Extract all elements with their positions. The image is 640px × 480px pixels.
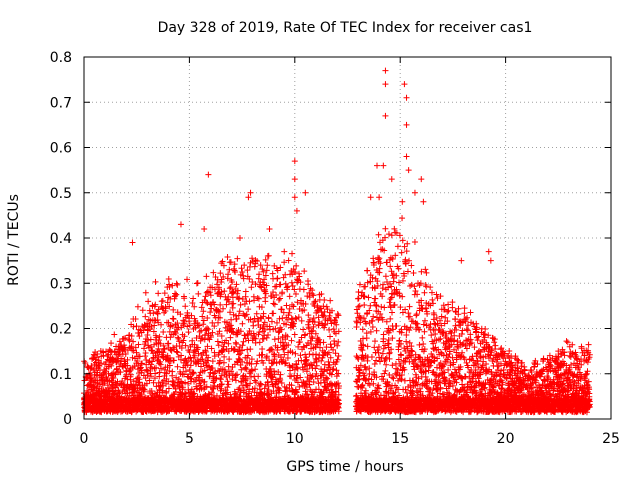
data-point-marker xyxy=(145,298,152,305)
data-point-marker xyxy=(127,371,134,378)
data-point-marker xyxy=(148,373,155,380)
data-point-marker xyxy=(100,372,107,379)
data-point-marker xyxy=(148,361,155,368)
data-point-marker xyxy=(142,289,149,296)
data-point-marker xyxy=(153,364,160,371)
data-point-marker xyxy=(115,351,122,358)
data-point-marker xyxy=(148,323,155,330)
data-point-marker xyxy=(144,367,151,374)
data-point-marker xyxy=(148,343,155,350)
data-point-marker xyxy=(135,341,142,348)
data-point-marker xyxy=(142,313,149,320)
data-point-marker xyxy=(133,349,140,356)
data-point-marker xyxy=(126,368,133,375)
data-point-marker xyxy=(117,369,124,376)
data-point-marker xyxy=(136,333,143,340)
data-point-marker xyxy=(124,376,131,383)
data-point-marker xyxy=(144,331,151,338)
data-point-marker xyxy=(134,303,141,310)
data-point-marker xyxy=(92,383,99,390)
data-point-marker xyxy=(134,357,141,364)
data-point-marker xyxy=(152,370,159,377)
data-point-marker xyxy=(94,379,101,386)
data-point-marker xyxy=(146,307,153,314)
data-point-marker xyxy=(120,335,127,342)
data-point-marker xyxy=(106,387,113,394)
data-point-marker xyxy=(130,323,137,330)
data-point-marker xyxy=(151,322,158,329)
data-point-marker xyxy=(130,338,137,345)
data-point-marker xyxy=(152,301,159,308)
data-point-marker xyxy=(149,358,156,365)
data-point-marker xyxy=(122,334,129,341)
data-point-marker xyxy=(142,353,149,360)
data-point-marker xyxy=(88,375,95,382)
data-point-marker xyxy=(94,351,101,358)
data-point-marker xyxy=(126,337,133,344)
data-point-marker xyxy=(100,352,107,359)
data-point-marker xyxy=(128,333,135,340)
data-point-marker xyxy=(133,323,140,330)
data-point-marker xyxy=(122,350,129,357)
data-point-marker xyxy=(87,365,94,372)
data-point-marker xyxy=(152,278,159,285)
data-point-marker xyxy=(108,362,115,369)
data-point-marker xyxy=(120,345,127,352)
data-point-marker xyxy=(148,387,155,394)
data-point-marker xyxy=(114,357,121,364)
data-point-marker xyxy=(150,328,157,335)
data-point-marker xyxy=(146,377,153,384)
data-point-marker xyxy=(124,356,131,363)
data-point-marker xyxy=(150,379,157,386)
data-point-marker xyxy=(84,363,91,370)
data-point-marker xyxy=(131,363,138,370)
data-point-marker xyxy=(144,337,151,344)
data-point-marker xyxy=(124,362,131,369)
data-point-marker xyxy=(129,354,136,361)
data-point-marker xyxy=(111,331,118,338)
data-point-marker xyxy=(102,368,109,375)
data-point-marker xyxy=(143,380,150,387)
data-point-marker xyxy=(108,340,115,347)
data-point-marker xyxy=(119,377,126,384)
data-points xyxy=(81,67,593,416)
data-point-marker xyxy=(132,316,139,323)
data-point-marker xyxy=(136,353,143,360)
data-point-marker xyxy=(138,367,145,374)
data-point-marker xyxy=(128,343,135,350)
data-point-marker xyxy=(147,336,154,343)
data-point-marker xyxy=(139,360,146,367)
data-point-marker xyxy=(132,344,139,351)
data-point-marker xyxy=(101,369,108,376)
data-point-marker xyxy=(151,341,158,348)
data-point-marker xyxy=(115,387,122,394)
data-point-marker xyxy=(98,360,105,367)
data-point-marker xyxy=(141,345,148,352)
data-point-marker xyxy=(89,390,96,397)
data-point-marker xyxy=(118,355,125,362)
data-point-marker xyxy=(82,360,89,367)
data-point-marker xyxy=(139,307,146,314)
chart-title: Day 328 of 2019, Rate Of TEC Index for r… xyxy=(158,20,533,36)
data-point-marker xyxy=(142,350,149,357)
data-point-marker xyxy=(129,347,136,354)
